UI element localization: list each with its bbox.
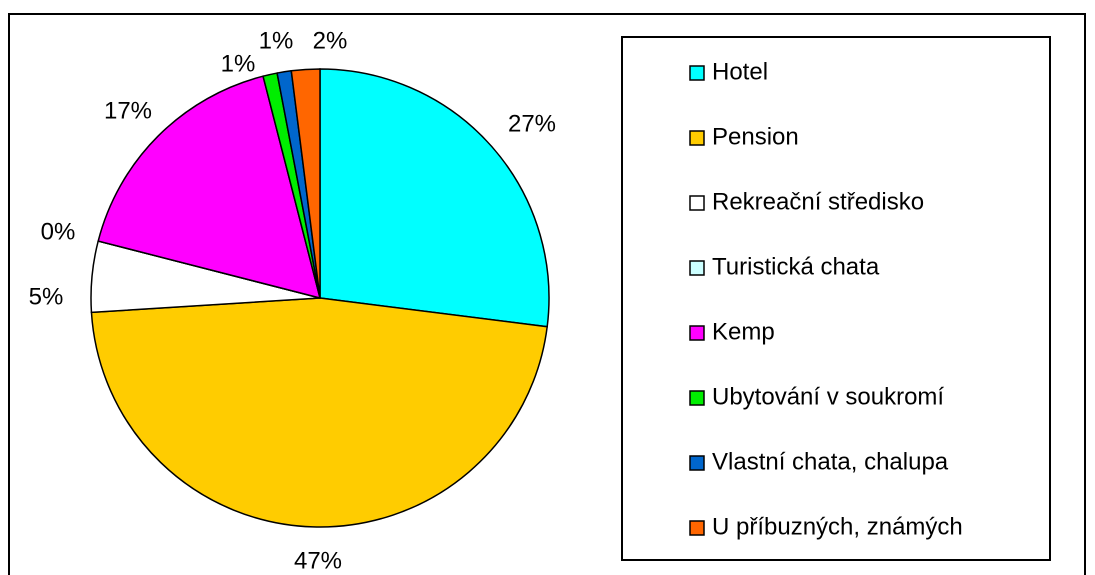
pie-slice xyxy=(290,68,321,299)
legend-swatch xyxy=(689,65,705,81)
legend-swatch xyxy=(689,325,705,341)
legend-label: Pension xyxy=(712,123,799,150)
legend-swatch xyxy=(689,260,705,276)
data-label: 0% xyxy=(41,218,76,245)
pie-slice xyxy=(97,75,322,300)
data-label: 17% xyxy=(104,97,152,124)
legend-box xyxy=(621,36,1051,561)
legend-swatch xyxy=(689,130,705,146)
data-label: 27% xyxy=(508,110,556,137)
legend-label: Ubytování v soukromí xyxy=(712,383,944,410)
legend-swatch xyxy=(689,520,705,536)
data-label: 47% xyxy=(294,547,342,574)
legend-label: Hotel xyxy=(712,58,768,85)
pie-slice xyxy=(319,68,550,328)
legend-label: U příbuzných, známých xyxy=(712,513,963,540)
legend-swatch xyxy=(689,390,705,406)
legend-label: Rekreační středisko xyxy=(712,188,924,215)
legend-label: Turistická chata xyxy=(712,253,880,280)
data-label: 1% xyxy=(259,27,294,54)
data-label: 2% xyxy=(313,27,348,54)
data-label: 5% xyxy=(29,283,64,310)
pie-slice xyxy=(90,297,549,528)
legend-swatch xyxy=(689,455,705,471)
legend-label: Kemp xyxy=(712,318,775,345)
legend-swatch xyxy=(689,195,705,211)
data-label: 1% xyxy=(221,50,256,77)
legend-label: Vlastní chata, chalupa xyxy=(712,448,949,475)
